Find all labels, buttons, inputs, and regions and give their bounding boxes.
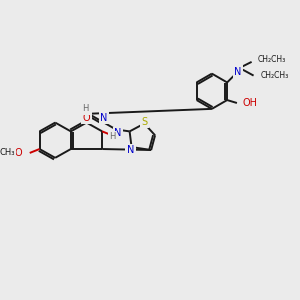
Text: N: N	[127, 145, 134, 155]
Text: CH₃: CH₃	[0, 148, 15, 158]
Text: N: N	[234, 67, 242, 77]
Text: N: N	[100, 113, 108, 123]
Text: OH: OH	[243, 98, 258, 108]
Text: O: O	[83, 113, 90, 123]
Text: CH₂CH₃: CH₂CH₃	[257, 56, 286, 64]
Text: S: S	[141, 117, 147, 127]
Text: H: H	[109, 132, 115, 141]
Text: CH₂CH₃: CH₂CH₃	[260, 71, 289, 80]
Text: O: O	[14, 148, 22, 158]
Text: O: O	[112, 131, 120, 141]
Text: H: H	[82, 104, 89, 113]
Text: N: N	[114, 128, 122, 138]
